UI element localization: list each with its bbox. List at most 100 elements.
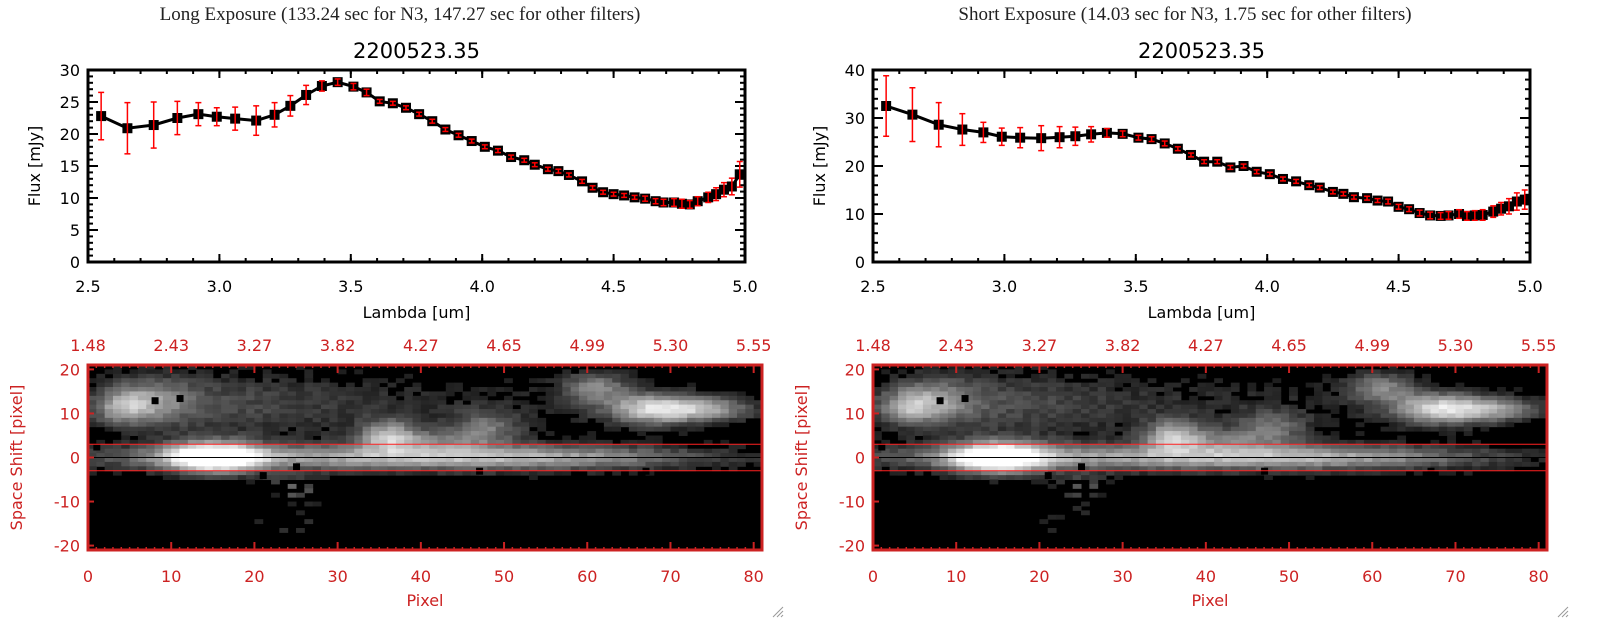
image-pixel	[1189, 466, 1199, 472]
image-pixel	[429, 439, 438, 445]
image-pixel	[1538, 457, 1548, 463]
image-pixel	[922, 466, 932, 472]
wavelength-tick-label: 1.48	[70, 336, 106, 355]
image-pixel	[989, 391, 999, 397]
image-pixel	[1338, 457, 1348, 463]
image-pixel	[96, 448, 106, 454]
image-pixel	[479, 413, 488, 419]
image-pixel	[1072, 461, 1082, 467]
image-pixel	[1081, 439, 1090, 445]
image-pixel	[662, 461, 671, 467]
image-pixel	[1322, 461, 1332, 467]
image-pixel	[1422, 457, 1432, 463]
image-pixel	[1347, 404, 1357, 410]
image-pixel	[1380, 426, 1390, 432]
image-pixel	[1305, 453, 1315, 458]
image-pixel	[1272, 457, 1282, 463]
image-pixel	[1047, 466, 1057, 472]
image-pixel	[112, 382, 122, 388]
image-pixel	[1180, 400, 1190, 406]
image-pixel	[587, 400, 597, 406]
image-pixel	[587, 453, 597, 458]
image-pixel	[1130, 444, 1140, 450]
image-pixel	[1372, 413, 1382, 419]
image-pixel	[1397, 461, 1407, 467]
image-pixel	[1172, 457, 1182, 463]
image-pixel	[104, 457, 114, 463]
image-pixel	[1430, 395, 1440, 401]
image-pixel	[628, 457, 638, 463]
image-pixel	[437, 431, 447, 436]
image-pixel	[1014, 439, 1024, 445]
image-pixel	[972, 444, 982, 450]
image-pixel	[1230, 395, 1240, 401]
image-pixel	[1455, 404, 1465, 410]
image-pixel	[179, 391, 189, 397]
image-pixel	[337, 404, 347, 410]
image-pixel	[1172, 461, 1182, 467]
image-pixel	[454, 448, 463, 454]
image-pixel	[906, 391, 916, 397]
wavelength-tick-label: 4.27	[1188, 336, 1224, 355]
image-pixel	[712, 453, 721, 458]
image-pixel	[271, 475, 280, 481]
image-pixel	[129, 453, 139, 458]
image-pixel	[1488, 448, 1498, 454]
image-pixel	[1105, 404, 1115, 410]
image-pixel	[187, 426, 197, 432]
image-pixel	[1122, 400, 1132, 406]
image-pixel	[545, 387, 555, 392]
image-pixel	[387, 466, 397, 472]
image-pixel	[1214, 426, 1223, 432]
image-pixel	[1130, 453, 1140, 458]
image-pixel	[279, 453, 289, 458]
image-pixel	[237, 426, 247, 432]
resize-grip-icon[interactable]	[770, 604, 784, 618]
image-pixel	[972, 470, 982, 476]
image-pixel	[1189, 395, 1199, 401]
image-pixel	[1314, 422, 1323, 428]
image-pixel	[104, 417, 114, 423]
image-pixel	[628, 448, 638, 454]
image-pixel	[1122, 391, 1132, 397]
image-pixel	[304, 426, 314, 432]
image-pixel	[329, 387, 339, 392]
image-pixel	[914, 400, 924, 406]
image-pixel	[162, 431, 172, 436]
wavelength-tick-label: 4.99	[569, 336, 605, 355]
image-pixel	[728, 417, 738, 423]
resize-grip-icon[interactable]	[1555, 604, 1569, 618]
image-pixel	[570, 453, 580, 458]
image-pixel	[989, 466, 999, 472]
image-pixel	[196, 395, 205, 401]
image-pixel	[329, 457, 339, 463]
image-pixel	[956, 475, 966, 481]
image-pixel	[454, 409, 463, 414]
image-pixel	[587, 431, 597, 436]
image-pixel	[221, 382, 230, 388]
image-pixel	[1006, 387, 1015, 392]
image-pixel	[603, 439, 613, 445]
image-pixel	[972, 448, 982, 454]
image-pixel	[1047, 373, 1057, 379]
image-pixel	[304, 470, 314, 476]
image-pixel	[1130, 448, 1140, 454]
image-pixel	[703, 457, 713, 463]
image-pixel	[1014, 426, 1024, 432]
image-pixel	[1480, 453, 1490, 458]
image-pixel	[279, 395, 289, 401]
exposure-title: Long Exposure (133.24 sec for N3, 147.27…	[159, 4, 641, 25]
image-pixel	[470, 400, 480, 406]
image-pixel	[1147, 457, 1157, 463]
image-pixel	[271, 422, 280, 428]
image-pixel	[1280, 439, 1290, 445]
image-pixel	[881, 409, 891, 414]
image-pixel	[387, 417, 397, 423]
image-pixel	[1081, 466, 1090, 472]
image-pixel	[470, 448, 480, 454]
image-pixel	[320, 382, 330, 388]
image-pixel	[1363, 387, 1373, 392]
image-pixel	[1031, 413, 1040, 419]
image-pixel	[271, 417, 280, 423]
image-pixel	[1222, 404, 1232, 410]
